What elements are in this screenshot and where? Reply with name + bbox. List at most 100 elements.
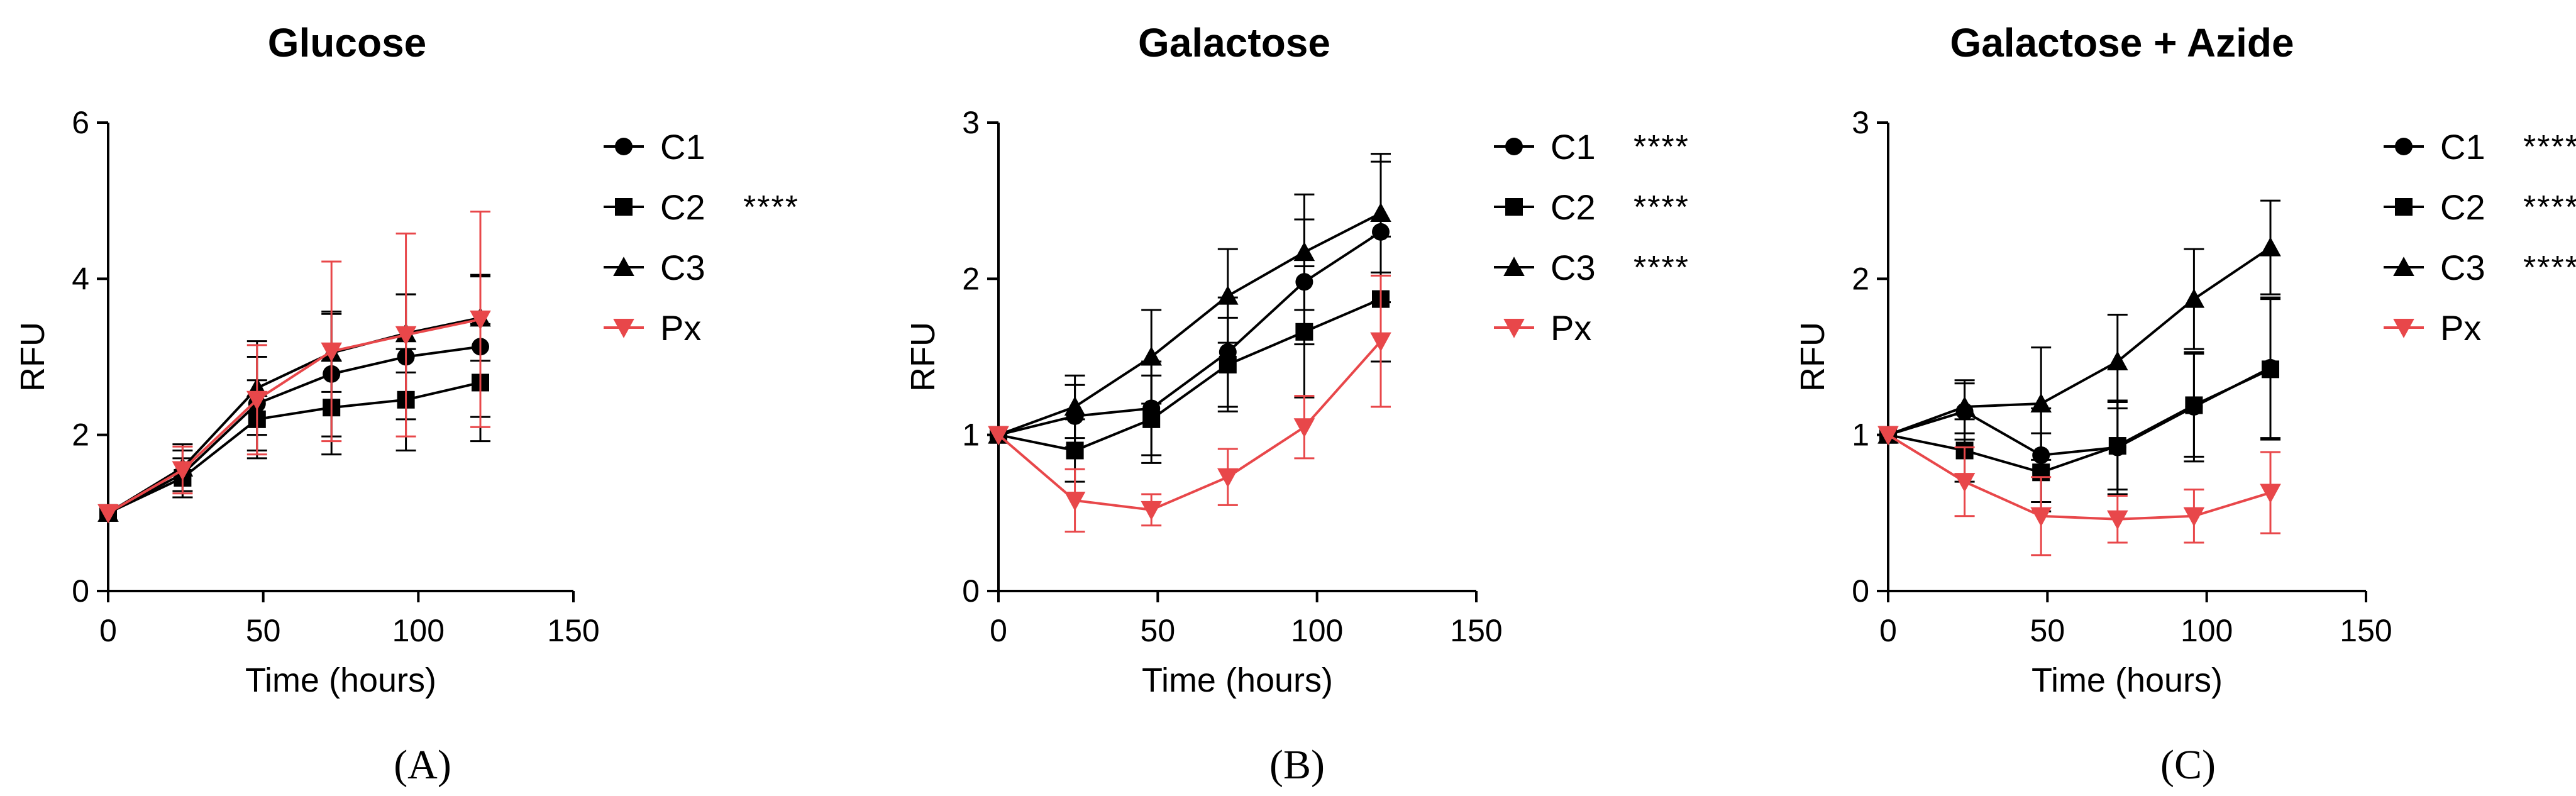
- data-point: [1954, 473, 1976, 492]
- panel-galactose: Galactose 0 1 2 3 0 50 100 150 Time (hours) RFU (B)…: [904, 20, 1689, 788]
- series-px: [988, 274, 1391, 533]
- panel-letter: (B): [1269, 742, 1325, 788]
- y-axis-label: RFU: [1794, 322, 1832, 392]
- legend-marker: [613, 319, 634, 338]
- legend-label: C1: [2440, 127, 2485, 167]
- x-tick-label: 150: [2340, 613, 2392, 648]
- chart-title: Galactose + Azide: [1950, 20, 2294, 65]
- data-point: [2107, 351, 2128, 370]
- data-point: [1877, 426, 1899, 446]
- data-point: [1293, 418, 1315, 438]
- series-c2: [1879, 298, 2280, 512]
- data-point: [2262, 360, 2279, 379]
- legend-item-c3: C3: [604, 248, 705, 287]
- significance-stars: ****: [2523, 250, 2576, 286]
- series-line: [998, 231, 1382, 436]
- data-point: [172, 461, 194, 481]
- legend-marker: [615, 138, 633, 155]
- legend-item-c3: C3 ****: [1494, 248, 1688, 287]
- series-line: [108, 381, 481, 514]
- legend-label: Px: [1551, 308, 1591, 348]
- series-line: [107, 316, 481, 514]
- series-line: [108, 318, 481, 514]
- data-point: [97, 504, 119, 524]
- legend-item-c2: C2 ****: [2384, 187, 2576, 227]
- data-point: [988, 426, 1009, 446]
- data-point: [1066, 441, 1084, 460]
- data-point: [2030, 393, 2052, 412]
- significance-stars: ****: [2523, 189, 2576, 226]
- series-line: [108, 345, 481, 514]
- panel-letter: (A): [394, 742, 451, 788]
- legend-marker: [2395, 198, 2413, 216]
- y-axis-label: RFU: [14, 322, 52, 392]
- legend-marker: [613, 257, 634, 276]
- legend-label: C2: [660, 187, 705, 227]
- legend-marker: [2393, 319, 2414, 338]
- series-c3: [988, 153, 1391, 444]
- x-axis-label: Time (hours): [245, 661, 436, 699]
- legend-item-c1: C1 ****: [2384, 127, 2576, 167]
- series-line: [1887, 433, 2271, 521]
- series-line: [1888, 368, 2271, 474]
- panel-glucose: Glucose 0 2 4 6 0 50 100 150 Time (hours) RFU (A) C1…: [14, 20, 799, 788]
- legend-item-c1: C1 ****: [1494, 127, 1688, 167]
- data-point: [2183, 288, 2205, 308]
- y-tick-label: 1: [962, 417, 980, 453]
- data-point: [1219, 355, 1237, 373]
- legend-label: C1: [1551, 127, 1596, 167]
- chart-title: Glucose: [268, 20, 427, 65]
- data-point: [1064, 396, 1086, 416]
- legend-item-px: Px: [2384, 308, 2481, 348]
- legend-item-c2: C2 ****: [1494, 187, 1689, 227]
- data-point: [321, 342, 342, 362]
- data-point: [1293, 241, 1315, 262]
- x-tick-label: 50: [1141, 613, 1176, 648]
- x-tick-label: 0: [1879, 613, 1897, 648]
- y-axis-label: RFU: [904, 322, 942, 392]
- legend-label: Px: [2440, 308, 2481, 348]
- data-point: [1141, 346, 1162, 366]
- series-line: [1888, 367, 2271, 457]
- y-tick-label: 3: [962, 105, 980, 140]
- data-point: [2030, 507, 2052, 527]
- x-tick-label: 100: [2181, 613, 2233, 648]
- data-point: [470, 310, 491, 330]
- y-tick-label: 2: [72, 417, 89, 453]
- legend-marker: [1505, 138, 1523, 155]
- y-tick-label: 4: [72, 261, 89, 296]
- data-point: [1142, 410, 1161, 428]
- legend-label: C3: [660, 248, 705, 287]
- series-c2: [990, 235, 1391, 483]
- legend-label: C3: [1551, 248, 1596, 287]
- legend-label: C2: [1551, 187, 1596, 227]
- significance-stars: ****: [743, 189, 799, 226]
- data-point: [395, 326, 417, 346]
- legend-label: Px: [660, 308, 701, 348]
- legend-item-px: Px: [604, 308, 701, 348]
- data-point: [1370, 332, 1391, 352]
- panel-galactose-azide: Galactose + Azide 0 1 2 3 0 50 100 150 Time (hour…: [1794, 20, 2576, 788]
- y-tick-label: 1: [1852, 417, 1869, 453]
- legend-item-c1: C1: [604, 127, 705, 167]
- data-point: [2107, 510, 2128, 530]
- y-tick-label: 2: [962, 261, 980, 296]
- x-tick-label: 0: [99, 613, 117, 648]
- series-px: [1877, 426, 2281, 556]
- y-tick-label: 0: [962, 573, 980, 609]
- series-line: [998, 297, 1381, 452]
- data-point: [1064, 491, 1086, 511]
- series-px: [97, 211, 491, 524]
- data-point: [1370, 202, 1391, 223]
- data-point: [1295, 323, 1313, 341]
- data-point: [1141, 500, 1162, 521]
- x-tick-label: 100: [392, 613, 445, 648]
- series-c1: [1879, 296, 2280, 503]
- legend-marker: [1505, 198, 1523, 216]
- legend-marker: [615, 198, 633, 216]
- x-tick-label: 50: [2030, 613, 2065, 648]
- legend-marker: [2393, 257, 2414, 276]
- significance-stars: ****: [1633, 189, 1689, 226]
- x-tick-label: 100: [1291, 613, 1343, 648]
